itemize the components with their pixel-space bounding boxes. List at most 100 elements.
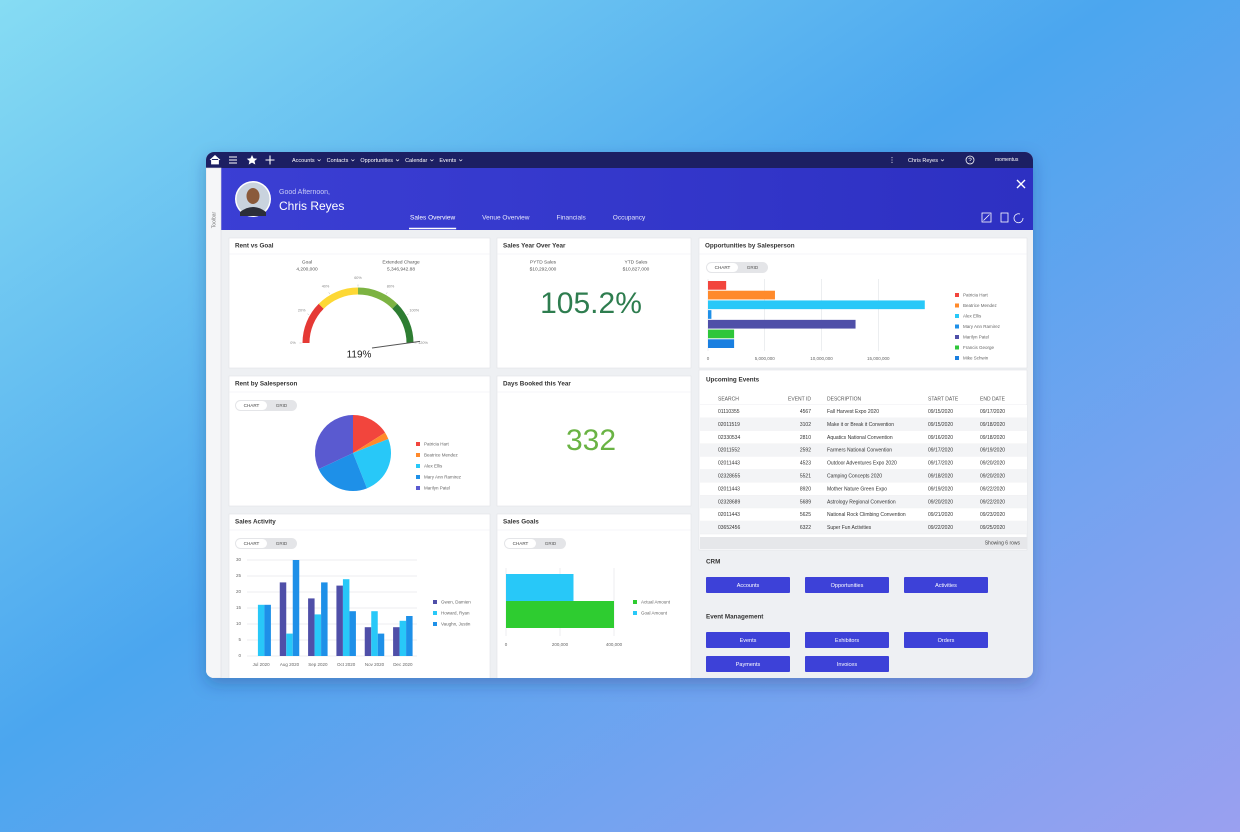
x-tick-label: 400,000 <box>606 642 623 647</box>
toggle-option[interactable]: GRID <box>276 541 288 546</box>
bar <box>377 633 385 656</box>
table-cell: 02328655 <box>718 474 740 480</box>
legend-label: Beatrice Mendez <box>424 452 459 457</box>
toggle-option[interactable]: CHART <box>244 403 260 408</box>
bar <box>708 290 775 300</box>
nav-item[interactable]: Opportunities <box>360 158 393 164</box>
button-label[interactable]: Accounts <box>737 583 760 589</box>
button[interactable] <box>706 656 790 672</box>
nav-item[interactable]: Accounts <box>292 158 315 164</box>
table-cell: 3102 <box>800 422 811 428</box>
bar <box>393 627 400 656</box>
chevron <box>395 159 400 162</box>
y-tick-label: 30 <box>236 557 242 562</box>
plus-icon[interactable] <box>265 155 275 165</box>
button-label[interactable]: Opportunities <box>831 583 864 589</box>
stat-label: Goal <box>302 259 312 265</box>
gauge-tick <box>406 313 409 315</box>
home-icon[interactable] <box>209 154 221 165</box>
button[interactable] <box>904 632 988 648</box>
table-cell: Make it or Break it Convention <box>827 422 894 428</box>
tab[interactable]: Venue Overview <box>482 215 530 222</box>
nav-item[interactable]: Contacts <box>327 158 349 164</box>
pie-slice <box>315 415 353 470</box>
card-title: Rent by Salesperson <box>235 381 297 388</box>
button-label[interactable]: Orders <box>938 638 955 644</box>
chevron <box>459 159 463 162</box>
table-cell: Aquatics National Convention <box>827 435 893 441</box>
stat-label: Extended Charge <box>382 259 420 265</box>
button-label[interactable]: Invoices <box>837 662 857 668</box>
gauge-tick-label: 20% <box>298 309 306 313</box>
button[interactable] <box>805 632 889 648</box>
menu-icon[interactable] <box>229 156 237 164</box>
refresh-icon[interactable] <box>1013 213 1024 224</box>
tab[interactable]: Occupancy <box>613 215 646 222</box>
y-tick-label: 20 <box>236 589 242 594</box>
toggle-option[interactable]: CHART <box>513 541 529 546</box>
nav-user[interactable]: Chris Reyes <box>908 158 938 164</box>
clipboard-icon[interactable] <box>1000 212 1009 223</box>
star-icon[interactable] <box>246 155 258 165</box>
table-cell: 09/25/2020 <box>980 525 1005 531</box>
button-label[interactable]: Activities <box>935 583 957 589</box>
table-cell: 09/20/2020 <box>980 461 1005 467</box>
table-cell: Super Fun Activities <box>827 525 872 531</box>
help-icon[interactable] <box>965 155 975 165</box>
toggle-option[interactable]: GRID <box>545 541 557 546</box>
gauge-tick-label: 120% <box>418 341 428 345</box>
table-row <box>700 495 1027 509</box>
button[interactable] <box>706 632 790 648</box>
x-tick-label: 5,000,000 <box>755 356 776 361</box>
x-tick-label: 15,000,000 <box>867 356 890 361</box>
button-label[interactable]: Exhibitors <box>835 638 859 644</box>
table-cell: 09/17/2020 <box>980 409 1005 415</box>
tab[interactable]: Sales Overview <box>410 215 455 222</box>
toggle-option[interactable]: CHART <box>715 265 731 270</box>
y-tick-label: 15 <box>236 605 242 610</box>
sidebar <box>206 167 222 678</box>
nav-item[interactable]: Calendar <box>405 158 427 164</box>
gauge-needle <box>371 340 421 349</box>
button[interactable] <box>706 577 790 593</box>
button[interactable] <box>805 577 889 593</box>
button-label[interactable]: Events <box>740 638 757 644</box>
button[interactable] <box>805 656 889 672</box>
bar <box>708 319 856 329</box>
sidebar-label[interactable]: Toolbar <box>211 211 217 228</box>
edit-icon[interactable] <box>981 212 992 223</box>
button-label[interactable]: Payments <box>736 662 761 668</box>
toggle-option[interactable]: GRID <box>276 403 288 408</box>
help-glyph <box>968 157 972 163</box>
close-icon[interactable] <box>1016 179 1026 189</box>
avatar-shirt <box>240 207 266 216</box>
gauge-tick-label: 40% <box>322 285 330 289</box>
bar <box>286 633 293 656</box>
toggle-active <box>707 263 738 272</box>
legend-label: Patricia Hart <box>424 441 450 446</box>
nav-item[interactable]: Events <box>439 158 456 164</box>
table-cell: 03652456 <box>718 525 740 531</box>
table-row <box>700 521 1027 534</box>
table-row <box>700 456 1027 470</box>
bar <box>314 614 322 656</box>
legend-label: Beatrice Mendez <box>963 303 998 308</box>
table-row <box>700 405 1027 418</box>
table-cell: 02011443 <box>718 461 740 467</box>
table-cell: 09/18/2020 <box>980 435 1005 441</box>
legend-label: Vaughn, Justin <box>441 621 471 626</box>
card <box>496 375 692 507</box>
table-cell: 09/22/2020 <box>980 499 1005 505</box>
toggle-option[interactable]: CHART <box>244 541 260 546</box>
toggle-option[interactable]: GRID <box>747 265 759 270</box>
tab[interactable]: Financials <box>557 215 587 222</box>
button[interactable] <box>904 577 988 593</box>
bar <box>406 616 413 656</box>
table-cell: 8920 <box>800 486 811 492</box>
table-cell: 09/15/2020 <box>928 409 953 415</box>
legend-label: Alex Ellis <box>424 463 443 468</box>
table-cell: 02011552 <box>718 448 740 454</box>
table-cell: 09/18/2020 <box>980 422 1005 428</box>
